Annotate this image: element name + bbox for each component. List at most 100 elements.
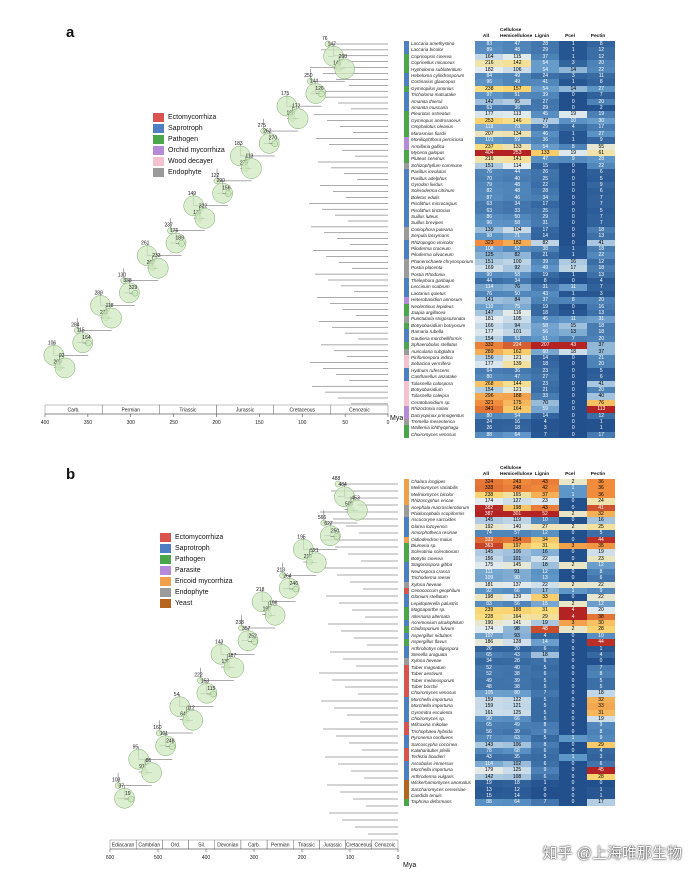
time-axis-tick-label: 400 (41, 420, 50, 426)
heatmap-row: Cortinarius glaucopus 96 49 41 1 8 (404, 79, 616, 86)
heatmap-cell: 74 (475, 530, 503, 537)
node-age-circle (131, 289, 139, 297)
heatmap-cell: 127 (503, 498, 531, 505)
node-age-circle (114, 788, 135, 809)
ecology-color-cell (404, 271, 409, 279)
legend-label: Orchid mycorrhiza (168, 147, 225, 154)
heatmap-cell: 13 (531, 575, 559, 582)
heatmap-row: Amanita thiersii 142 95 27 0 20 (404, 98, 616, 106)
heatmap-cell: 0 (559, 162, 588, 170)
heatmap-cell: 216 (475, 60, 504, 67)
species-name: Wickerhamomyces anomalus (411, 780, 471, 786)
heatmap-cell: 8 (559, 297, 588, 304)
heatmap-cell: 47 (503, 374, 532, 381)
heatmap-cell: 96 (475, 79, 504, 86)
heatmap-cell: 63 (475, 207, 504, 214)
legend-swatch (153, 113, 164, 122)
node-age-label: 187 (228, 653, 237, 659)
heatmap-cell: 139 (475, 226, 504, 234)
heatmap-cell: 82 (503, 252, 532, 259)
heatmap-cell: 17 (587, 799, 615, 806)
node-age-label: 250 (304, 73, 313, 79)
heatmap-cell: 1 (559, 41, 588, 48)
heatmap-cell: 1 (587, 645, 615, 652)
heatmap-column-header: Pcel (565, 472, 575, 477)
heatmap-cell: 179 (475, 767, 503, 774)
heatmap-cell: 162 (503, 348, 532, 355)
heatmap-cell: 140 (503, 523, 531, 531)
heatmap-cell: 147 (475, 310, 504, 317)
heatmap-cell: 52 (531, 511, 559, 518)
heatmap-row: Alternaria alternata 228 164 29 4 38 (404, 613, 615, 620)
geologic-period-label: Cenozoic (374, 843, 395, 849)
heatmap-cell: 73 (503, 124, 532, 131)
heatmap-row: Cladosporium fulvum 174 98 48 2 28 (404, 626, 615, 633)
species-name: Suillus brevipes (411, 220, 444, 226)
ecology-color-cell (404, 425, 409, 432)
heatmap-cell: 0 (559, 664, 587, 672)
node-age-circle (251, 591, 273, 612)
node-age-label: 115 (207, 686, 215, 692)
heatmap-cell: 4 (559, 607, 587, 614)
heatmap-cell: 0 (559, 639, 587, 646)
heatmap-cell: 3 (559, 619, 587, 627)
species-name: Acephala macrosclerotiorum (411, 504, 470, 510)
node-age-circle (306, 552, 327, 573)
heatmap-cell: 18 (531, 310, 560, 317)
heatmap-column-header: Pectin (590, 34, 606, 39)
heatmap-cell: 119 (475, 124, 504, 131)
heatmap-row: Sclerotinia sclerotiorum 145 106 16 0 19 (404, 549, 615, 556)
heatmap-cell: 29 (531, 47, 560, 54)
panel-a-heatmap: Laccaria amethystina 83 47 28 1 8 Laccaria bic… (404, 41, 616, 439)
ecology-color-cell (404, 412, 409, 419)
node-age-circle (334, 480, 342, 488)
legend-item: Ericoid mycorrhiza (160, 576, 233, 587)
heatmap-cell: 14 (531, 354, 560, 362)
heatmap-cell: 76 (503, 284, 532, 291)
ecology-color-cell (404, 555, 409, 563)
heatmap-cell: 40 (587, 393, 616, 400)
heatmap-cell: 1 (587, 786, 615, 793)
species-name: Suillus luteus (411, 213, 439, 219)
ecology-color-cell (404, 85, 409, 93)
ecology-color-cell (404, 284, 409, 291)
heatmap-cell: 0 (559, 361, 588, 368)
heatmap-cell: 139 (503, 361, 532, 368)
time-axis-tick-label: 200 (298, 855, 307, 861)
heatmap-row: Wallemia ichthyophaga 26 18 3 0 1 (404, 425, 616, 432)
ecology-color-cell (404, 380, 409, 387)
heatmap-row: Ascobolus immersus 114 102 6 0 6 (404, 760, 615, 768)
heatmap-cell: 82 (475, 188, 504, 195)
heatmap-cell: 11 (559, 284, 588, 291)
heatmap-cell: 190 (475, 619, 503, 627)
heatmap-cell: 25 (531, 175, 560, 182)
heatmap-cell: 323 (475, 239, 504, 246)
geologic-period-label: Cretaceous (346, 843, 372, 849)
heatmap-row: Gautieria morchelliformis 154 53 51 7 20 (404, 335, 616, 343)
heatmap-cell: 76 (587, 399, 616, 407)
heatmap-row: Terfezia boudieri 43 35 5 1 3 (404, 754, 615, 761)
species-name: Botryobasidium botryosum (411, 322, 466, 328)
heatmap-row: Wickerhamomyces anomalus 19 18 1 0 0 (404, 780, 615, 787)
species-name: Rhizopogon vinicolor (411, 239, 454, 245)
node-age-circle (197, 677, 204, 684)
node-age-label: 37 (119, 783, 125, 789)
time-axis-tick-label: 100 (346, 855, 355, 861)
geologic-period-label: Jurassic (236, 408, 255, 414)
node-age-circle (213, 177, 221, 185)
heatmap-cell: 156 (475, 354, 504, 362)
node-age-circle (212, 182, 233, 204)
heatmap-cell: 121 (503, 386, 532, 394)
ecology-color-cell (404, 175, 409, 182)
heatmap-row: Morchella importuna 159 122 5 0 32 (404, 696, 615, 704)
heatmap-cell: 0 (559, 703, 587, 710)
heatmap-cell: 177 (475, 361, 504, 368)
node-age-circle (271, 140, 279, 147)
heatmap-row: Gyrodon lividus 79 48 22 0 9 (404, 181, 616, 189)
node-age-label: 521 (310, 548, 319, 554)
heatmap-cell: 53 (503, 335, 532, 343)
legend-label: Endophyte (175, 589, 209, 596)
heatmap-cell: 0 (559, 226, 588, 234)
species-name: Aspergillus nidulans (411, 632, 452, 638)
heatmap-cell: 328 (475, 485, 503, 492)
